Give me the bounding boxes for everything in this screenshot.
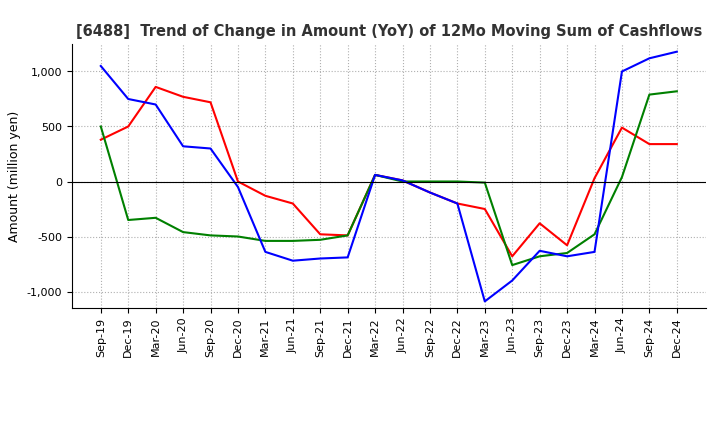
Free Cashflow [96, 63, 105, 69]
Free Cashflow [179, 143, 187, 149]
Free Cashflow [343, 255, 352, 260]
Operating Cashflow [96, 137, 105, 143]
Free Cashflow [261, 249, 270, 255]
Investing Cashflow [672, 88, 681, 94]
Investing Cashflow [480, 180, 489, 185]
Investing Cashflow [371, 172, 379, 177]
Free Cashflow [536, 248, 544, 253]
Investing Cashflow [124, 217, 132, 223]
Investing Cashflow [151, 215, 160, 220]
Free Cashflow [289, 258, 297, 263]
Free Cashflow [124, 96, 132, 102]
Investing Cashflow [508, 262, 516, 268]
Operating Cashflow [179, 94, 187, 99]
Free Cashflow [590, 249, 599, 255]
Line: Free Cashflow: Free Cashflow [101, 51, 677, 301]
Investing Cashflow [453, 179, 462, 184]
Investing Cashflow [343, 233, 352, 238]
Free Cashflow [151, 102, 160, 107]
Operating Cashflow [233, 179, 242, 184]
Investing Cashflow [590, 231, 599, 237]
Investing Cashflow [645, 92, 654, 97]
Operating Cashflow [289, 201, 297, 206]
Investing Cashflow [563, 250, 572, 256]
Operating Cashflow [645, 141, 654, 147]
Operating Cashflow [206, 99, 215, 105]
Investing Cashflow [96, 124, 105, 129]
Free Cashflow [618, 69, 626, 74]
Free Cashflow [206, 146, 215, 151]
Free Cashflow [316, 256, 325, 261]
Operating Cashflow [151, 84, 160, 90]
Investing Cashflow [289, 238, 297, 244]
Operating Cashflow [124, 124, 132, 129]
Operating Cashflow [563, 243, 572, 248]
Title: [6488]  Trend of Change in Amount (YoY) of 12Mo Moving Sum of Cashflows: [6488] Trend of Change in Amount (YoY) o… [76, 24, 702, 39]
Operating Cashflow [508, 253, 516, 259]
Operating Cashflow [316, 231, 325, 237]
Investing Cashflow [261, 238, 270, 244]
Operating Cashflow [371, 172, 379, 177]
Operating Cashflow [618, 125, 626, 130]
Free Cashflow [508, 278, 516, 283]
Free Cashflow [233, 184, 242, 190]
Free Cashflow [453, 201, 462, 206]
Free Cashflow [426, 190, 434, 195]
Operating Cashflow [398, 178, 407, 183]
Free Cashflow [672, 49, 681, 54]
Investing Cashflow [618, 175, 626, 180]
Free Cashflow [645, 55, 654, 61]
Line: Operating Cashflow: Operating Cashflow [101, 87, 677, 256]
Investing Cashflow [398, 179, 407, 184]
Investing Cashflow [233, 234, 242, 239]
Operating Cashflow [480, 206, 489, 212]
Operating Cashflow [590, 176, 599, 181]
Operating Cashflow [343, 233, 352, 238]
Operating Cashflow [426, 190, 434, 195]
Investing Cashflow [206, 233, 215, 238]
Free Cashflow [371, 172, 379, 177]
Investing Cashflow [316, 237, 325, 242]
Free Cashflow [398, 178, 407, 183]
Investing Cashflow [179, 230, 187, 235]
Operating Cashflow [453, 201, 462, 206]
Free Cashflow [563, 253, 572, 259]
Free Cashflow [480, 299, 489, 304]
Operating Cashflow [261, 193, 270, 198]
Y-axis label: Amount (million yen): Amount (million yen) [8, 110, 21, 242]
Operating Cashflow [672, 141, 681, 147]
Investing Cashflow [426, 179, 434, 184]
Investing Cashflow [536, 253, 544, 259]
Line: Investing Cashflow: Investing Cashflow [101, 91, 677, 265]
Operating Cashflow [536, 221, 544, 226]
